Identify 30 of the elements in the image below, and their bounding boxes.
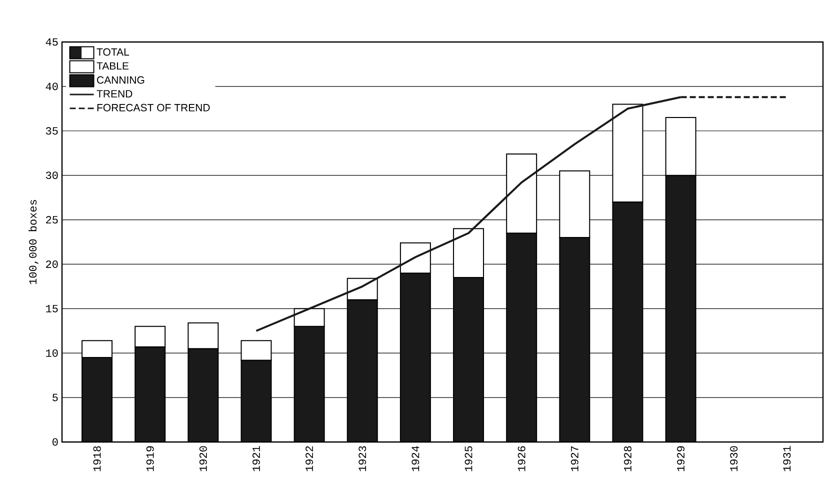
y-tick-label: 30: [46, 172, 58, 180]
y-tick-label: 45: [46, 38, 58, 46]
x-tick-label: 1930: [730, 446, 738, 472]
y-axis-title: 100,000 boxes: [28, 200, 38, 284]
y-tick-label: 20: [46, 260, 58, 268]
x-tick-label: 1924: [412, 446, 420, 472]
x-tick-label: 1923: [358, 446, 366, 472]
y-tick-label: 25: [46, 216, 58, 224]
y-tick-label: 40: [46, 82, 58, 90]
legend-label: TABLE: [96, 62, 129, 70]
x-tick-label: 1919: [146, 446, 154, 472]
x-tick-label: 1918: [93, 446, 101, 472]
legend-label: CANNING: [97, 76, 144, 84]
y-tick-label: 10: [46, 349, 58, 357]
legend-label: TREND: [96, 90, 132, 98]
annotation: TOTAL: [96, 48, 130, 56]
x-tick-label: 1920: [199, 446, 207, 472]
y-tick-label: 0: [52, 438, 58, 446]
y-tick-label: 35: [46, 127, 58, 135]
x-tick-label: 1929: [677, 446, 685, 472]
x-tick-label: 1922: [306, 446, 314, 472]
x-tick-label: 1927: [570, 446, 578, 472]
x-tick-label: 1928: [624, 446, 632, 472]
x-tick-label: 1921: [252, 446, 260, 472]
x-tick-label: 1931: [783, 446, 791, 472]
x-tick-label: 1925: [464, 446, 472, 472]
y-tick-label: 15: [46, 304, 58, 312]
legend-label: FORECAST OF TREND: [97, 104, 210, 112]
x-tick-label: 1926: [518, 446, 526, 472]
y-tick-label: 5: [52, 394, 58, 402]
